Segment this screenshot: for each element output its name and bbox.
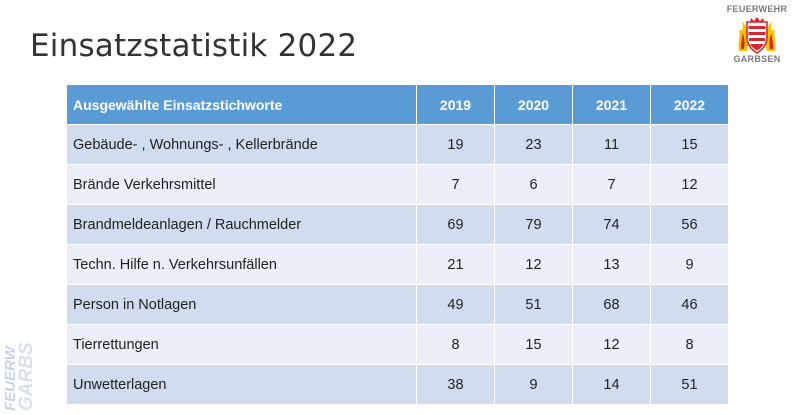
row-label: Gebäude- , Wohnungs- , Kellerbrände: [66, 124, 417, 165]
coat-of-arms-icon: [738, 17, 776, 54]
row-label: Tierrettungen: [66, 324, 417, 365]
statistics-table: Ausgewählte Einsatzstichworte 2019 2020 …: [66, 84, 729, 405]
table-header-row: Ausgewählte Einsatzstichworte 2019 2020 …: [66, 84, 729, 125]
header-year-2020: 2020: [494, 84, 573, 125]
cell-value: 51: [650, 364, 729, 405]
watermark: FEUERW GARBS: [0, 301, 38, 411]
cell-value: 9: [650, 244, 729, 285]
cell-value: 12: [572, 324, 651, 365]
feuerwehr-garbsen-logo: FEUERWEHR GARBSEN: [722, 3, 792, 65]
table-row: Gebäude- , Wohnungs- , Kellerbrände 19 2…: [66, 124, 729, 165]
cell-value: 11: [572, 124, 651, 165]
page-title: Einsatzstatistik 2022: [30, 28, 358, 64]
row-label: Brandmeldeanlagen / Rauchmelder: [66, 204, 417, 245]
cell-value: 79: [494, 204, 573, 245]
watermark-line-2: GARBS: [16, 342, 37, 411]
cell-value: 13: [572, 244, 651, 285]
cell-value: 14: [572, 364, 651, 405]
cell-value: 51: [494, 284, 573, 325]
cell-value: 23: [494, 124, 573, 165]
table-row: Person in Notlagen 49 51 68 46: [66, 284, 729, 325]
cell-value: 49: [416, 284, 495, 325]
header-label: Ausgewählte Einsatzstichworte: [66, 84, 417, 125]
cell-value: 46: [650, 284, 729, 325]
cell-value: 6: [494, 164, 573, 205]
cell-value: 68: [572, 284, 651, 325]
cell-value: 7: [572, 164, 651, 205]
row-label: Brände Verkehrsmittel: [66, 164, 417, 205]
cell-value: 56: [650, 204, 729, 245]
table-row: Brandmeldeanlagen / Rauchmelder 69 79 74…: [66, 204, 729, 245]
cell-value: 8: [416, 324, 495, 365]
row-label: Techn. Hilfe n. Verkehrsunfällen: [66, 244, 417, 285]
header-year-2022: 2022: [650, 84, 729, 125]
cell-value: 74: [572, 204, 651, 245]
logo-top-text: FEUERWEHR: [726, 4, 788, 14]
cell-value: 7: [416, 164, 495, 205]
row-label: Person in Notlagen: [66, 284, 417, 325]
table-row: Brände Verkehrsmittel 7 6 7 12: [66, 164, 729, 205]
cell-value: 38: [416, 364, 495, 405]
cell-value: 12: [494, 244, 573, 285]
header-year-2019: 2019: [416, 84, 495, 125]
cell-value: 9: [494, 364, 573, 405]
cell-value: 69: [416, 204, 495, 245]
logo-bottom-text: GARBSEN: [733, 54, 781, 64]
cell-value: 19: [416, 124, 495, 165]
cell-value: 15: [650, 124, 729, 165]
cell-value: 21: [416, 244, 495, 285]
cell-value: 8: [650, 324, 729, 365]
table-row: Unwetterlagen 38 9 14 51: [66, 364, 729, 405]
table-row: Tierrettungen 8 15 12 8: [66, 324, 729, 365]
table-row: Techn. Hilfe n. Verkehrsunfällen 21 12 1…: [66, 244, 729, 285]
cell-value: 12: [650, 164, 729, 205]
header-year-2021: 2021: [572, 84, 651, 125]
cell-value: 15: [494, 324, 573, 365]
row-label: Unwetterlagen: [66, 364, 417, 405]
